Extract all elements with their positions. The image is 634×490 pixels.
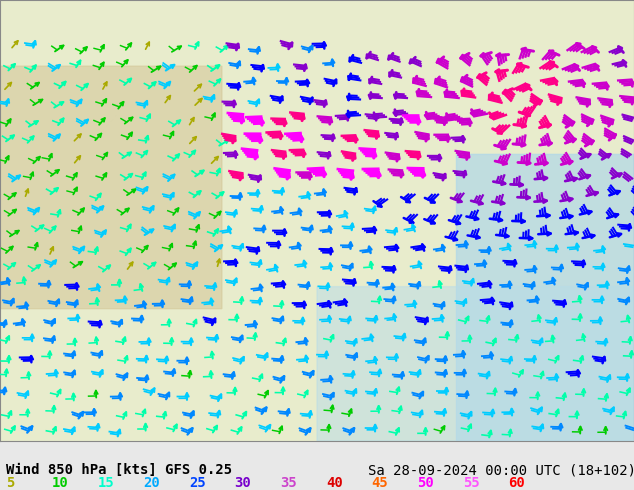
Text: 50: 50 <box>417 476 434 490</box>
Text: 10: 10 <box>52 476 68 490</box>
Text: 20: 20 <box>143 476 160 490</box>
FancyBboxPatch shape <box>317 287 634 441</box>
Text: 40: 40 <box>326 476 342 490</box>
Text: 30: 30 <box>235 476 251 490</box>
FancyBboxPatch shape <box>0 66 222 309</box>
Text: 45: 45 <box>372 476 388 490</box>
Text: 35: 35 <box>280 476 297 490</box>
Text: 55: 55 <box>463 476 479 490</box>
Text: 5: 5 <box>6 476 15 490</box>
Text: 15: 15 <box>98 476 114 490</box>
Text: Sa 28-09-2024 00:00 UTC (18+102): Sa 28-09-2024 00:00 UTC (18+102) <box>368 464 634 477</box>
Text: 60: 60 <box>508 476 525 490</box>
FancyBboxPatch shape <box>456 154 634 441</box>
Text: Wind 850 hPa [kts] GFS 0.25: Wind 850 hPa [kts] GFS 0.25 <box>6 464 233 477</box>
Text: 25: 25 <box>189 476 205 490</box>
